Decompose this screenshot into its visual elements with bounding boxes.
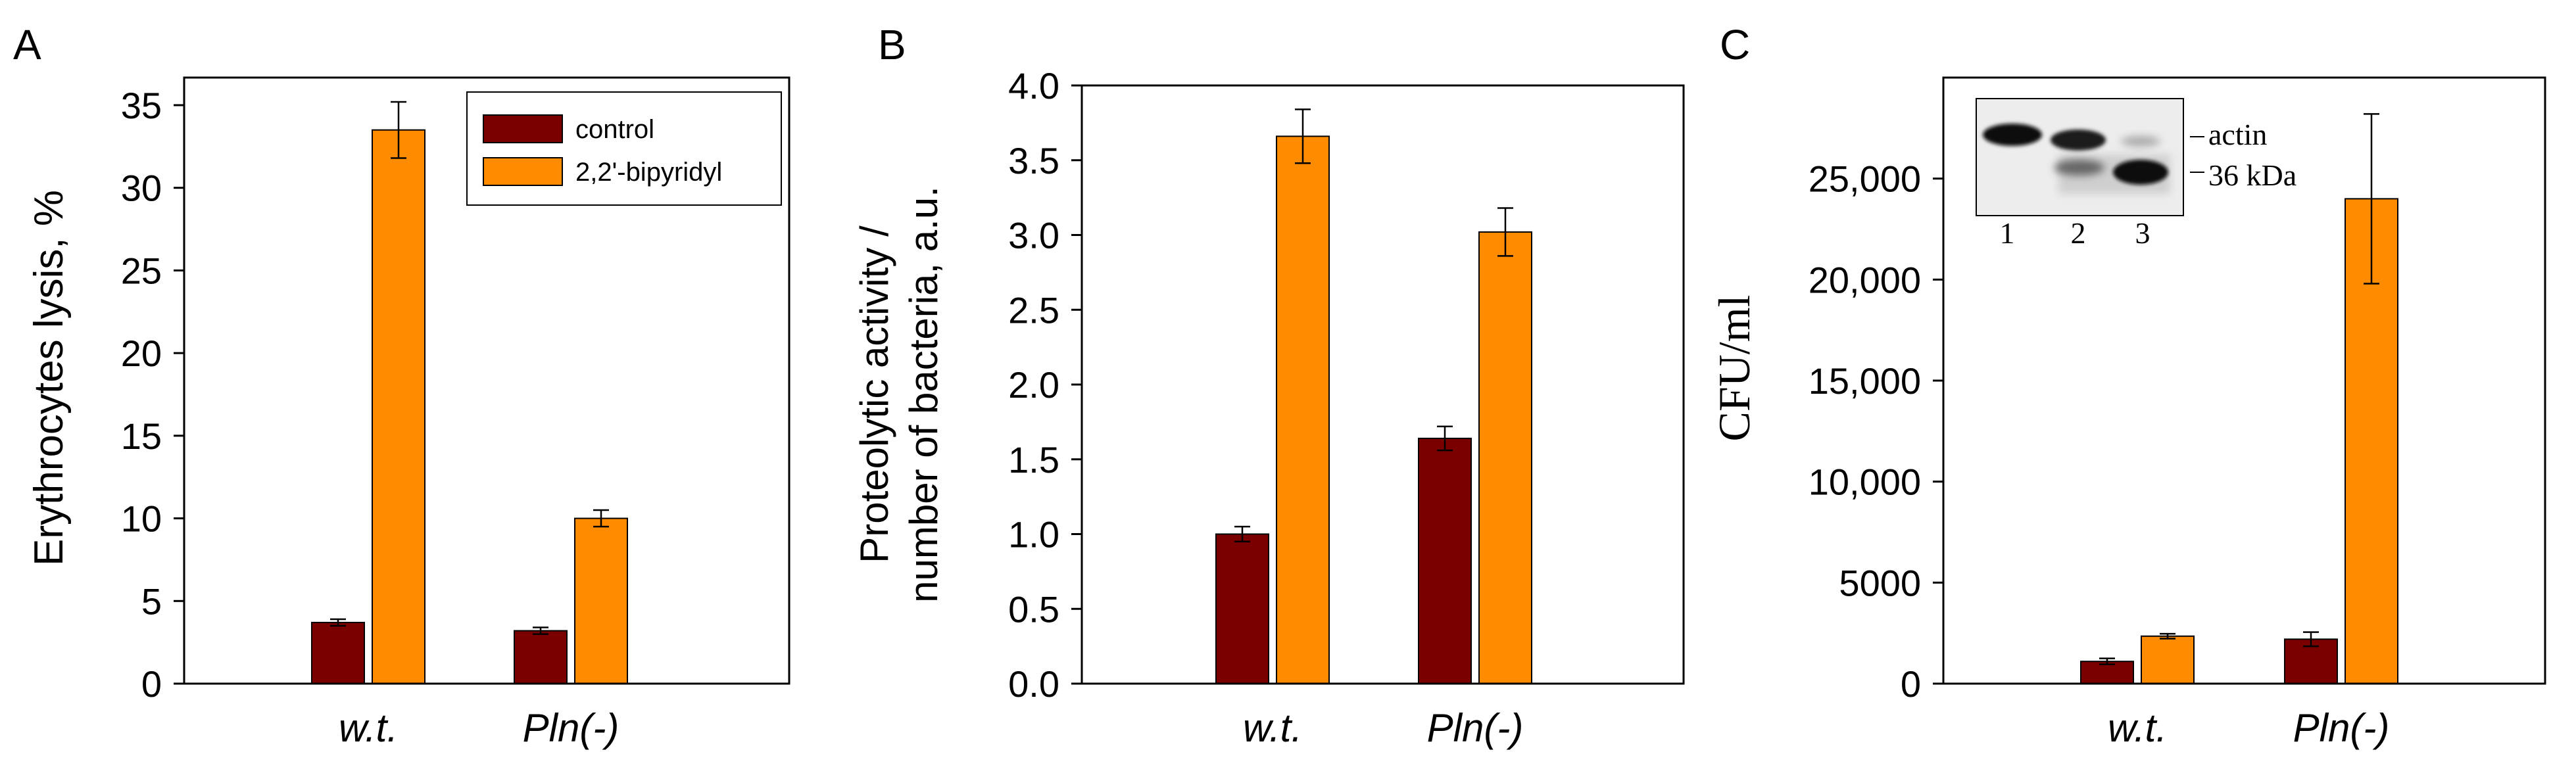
panel-b: B Proteolytic activity / number of bacte… [852,21,1685,750]
ytick-label: 20 [121,333,162,374]
ytick-label: 0.5 [1008,588,1059,630]
error-bar [2364,113,2379,285]
error-bar [330,618,346,627]
ytick-label: 5 [141,580,162,622]
error-bar [2303,631,2319,647]
panel-c-plot-frame [1942,76,2546,685]
panel-c-xlabel-pln: Pln(-) [2293,706,2390,750]
error-bar [1234,525,1250,543]
panel-a-yticks: 0 5 10 15 20 25 30 35 [121,85,184,705]
bar-control-wt [1215,533,1269,684]
ytick-label: 2.5 [1008,289,1059,331]
legend-swatch-bipyridyl [483,157,563,186]
ytick-label: 0 [1901,663,1921,705]
panel-b-ylabel-line1: Proteolytic activity / [852,225,896,563]
panel-b-plot-frame [1081,84,1685,685]
blot-band-lane2-36kda [2054,160,2104,176]
ytick-label: 0.0 [1008,663,1059,705]
bar-bipyridyl-pln [1478,231,1532,684]
ytick-label: 10 [121,498,162,540]
ytick-label: 35 [121,85,162,126]
error-bar [2160,632,2175,640]
bar-control-pln [1418,437,1472,685]
error-bar [391,101,406,159]
blot-lane-label-1: 1 [2000,216,2015,250]
blot-label-actin: actin [2208,118,2267,151]
error-bar [593,509,609,528]
error-bar [2099,657,2115,666]
bar-bipyridyl-pln [574,517,628,684]
blot-lane-label-2: 2 [2071,216,2086,250]
ytick-label: 1.5 [1008,439,1059,481]
ytick-label: 5000 [1839,562,1921,603]
panel-c-letter: C [1720,21,1750,68]
panel-b-xlabel-pln: Pln(-) [1427,706,1524,750]
ytick-label: 0 [141,663,162,705]
panel-c-yticks: 0 5000 10,000 15,000 20,000 25,000 [1809,158,1943,705]
error-bar [1295,108,1311,164]
blot-band-lane3-36kda [2113,160,2168,185]
panel-b-yticks: 0.0 0.5 1.0 1.5 2.0 2.5 3.0 3.5 4.0 [1008,65,1082,705]
bar-bipyridyl-wt [2141,635,2195,685]
panel-a-plot-frame [183,76,790,685]
error-bar [1497,207,1513,257]
bar-bipyridyl-wt [1276,135,1330,685]
panel-b-letter: B [878,21,906,68]
ytick-label: 10,000 [1809,461,1921,503]
legend-label-bipyridyl: 2,2'-bipyridyl [575,158,722,187]
ytick-label: 30 [121,168,162,209]
panel-c-xlabel-wt: w.t. [2108,706,2167,750]
ytick-label: 25 [121,250,162,291]
ytick-label: 3.0 [1008,215,1059,256]
bar-control-pln [514,630,568,684]
panel-a: A Erythrocytes lysis, % 0 5 10 15 20 25 30 35 w… [13,21,790,750]
legend: control 2,2'-bipyridyl [466,91,782,206]
ytick-label: 3.5 [1008,140,1059,181]
ytick-label: 25,000 [1809,158,1921,200]
panel-b-xlabel-wt: w.t. [1243,706,1302,750]
panel-a-ylabel: Erythrocytes lysis, % [26,190,72,566]
ytick-label: 20,000 [1809,259,1921,300]
legend-label-control: control [575,115,654,144]
legend-swatch-control [483,114,563,143]
bar-control-wt [311,621,365,685]
ytick-label: 15,000 [1809,360,1921,402]
panel-b-bars [1215,108,1532,685]
panel-a-letter: A [13,21,41,68]
blot-lane-label-3: 3 [2135,216,2151,250]
blot-label-36kda: 36 kDa [2208,158,2297,192]
panel-a-bars [311,101,628,685]
ytick-label: 4.0 [1008,65,1059,106]
blot-band-lane3-faint [2121,136,2160,147]
panel-a-xlabel-wt: w.t. [339,706,398,750]
ytick-label: 15 [121,415,162,457]
blot-band-lane2-actin [2051,129,2106,151]
blot-inset: actin 36 kDa 1 2 3 [1976,98,2297,250]
panel-b-ylabel-line2: number of bacteria, a.u. [902,186,946,603]
panel-a-xlabel-pln: Pln(-) [523,706,620,750]
error-bar [533,626,548,635]
blot-band-lane1-actin [1983,124,2042,146]
panel-c: C CFU/ml 0 5000 10,000 15,000 20,000 25,000 w… [1709,21,2546,750]
bar-bipyridyl-wt [372,129,425,684]
ytick-label: 2.0 [1008,364,1059,406]
panel-c-ylabel: CFU/ml [1709,295,1759,442]
ytick-label: 1.0 [1008,514,1059,555]
legend-box [466,91,782,206]
error-bar [1437,425,1453,452]
